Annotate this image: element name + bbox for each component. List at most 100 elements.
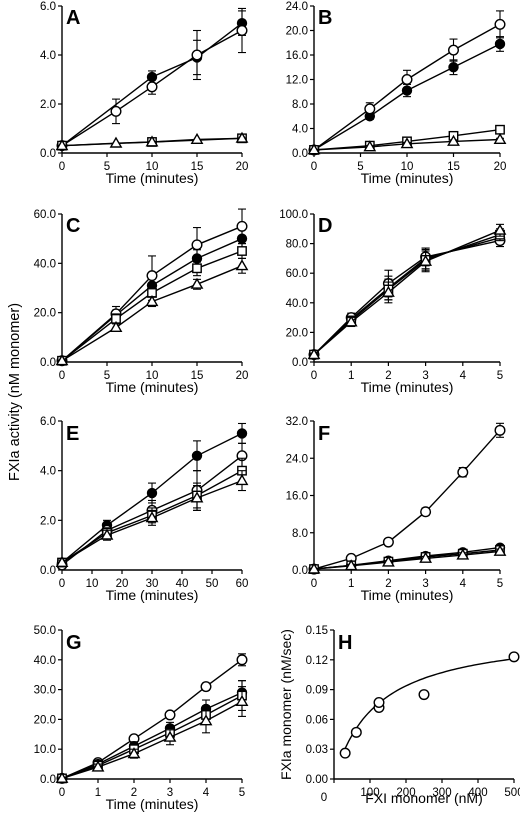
data-point [190,132,204,145]
x-tick-label: 15 [191,370,204,382]
data-point [146,487,158,499]
x-tick-label: 20 [236,370,249,382]
x-tick-label: 10 [146,370,159,382]
series-open-circle [56,7,248,152]
data-point [235,131,249,143]
data-point [495,124,505,135]
shared-y-axis-label: FXIa activity (nM monomer) [7,303,23,481]
fit-curve [342,658,515,754]
data-point [235,474,249,486]
panel-label: B [318,7,332,29]
y-tick-label: 0.03 [306,744,328,756]
data-point [55,139,69,151]
series-line [313,234,501,356]
x-tick-label: 50 [206,578,219,590]
y-tick-label: 0.12 [306,655,328,667]
series-open-triangle [55,257,249,366]
data-point [419,254,433,266]
data-point [401,73,413,85]
x-tick-label: 300 [432,787,451,799]
panel-c: 0.0 20.0 40.0 60.0 0 5 10 15 20 Time (minutes) C [34,208,249,395]
series-open-triangle [307,223,507,360]
data-point [448,62,459,73]
x-axis-label: FXI monomer (nM) [365,790,482,806]
y-tick-label: 0.0 [40,148,56,160]
data-point [199,714,213,726]
series-filled-circle [308,36,506,156]
x-tick-label: 5 [104,370,110,382]
y-tick-label: 12.0 [286,75,308,87]
x-tick-label: 4 [203,787,210,799]
y-tick-label: 4.0 [40,466,56,478]
data-point [55,555,69,567]
data-point [382,536,394,548]
y-tick-label: 4.0 [40,50,56,62]
y-tick-label: 60.0 [286,268,308,280]
x-tick-label: 5 [239,787,245,799]
data-point [191,239,203,251]
data-point [307,348,321,360]
panel-h: 0.00 0.03 0.06 0.09 0.12 0.15 0 100 200 300 400 500… [278,625,520,806]
data-point [109,320,123,332]
y-tick-label: 20.0 [286,327,308,339]
data-point [494,424,506,436]
y-tick-label: 40.0 [286,298,308,310]
x-tick-label: 15 [447,161,460,173]
data-point [419,551,433,563]
data-point [363,140,377,152]
y-tick-label: 16.0 [286,50,308,62]
x-tick-label: 5 [104,161,110,173]
x-tick-label: 3 [422,578,428,590]
y-tick-label: 0.0 [40,774,56,786]
series-line [61,659,243,780]
y-tick-label: 0.15 [306,625,328,637]
panel-label: H [338,632,352,654]
series-filled-circle [308,542,506,575]
data-point [350,726,362,738]
data-point [236,25,248,37]
series-line [61,694,243,780]
x-tick-label: 0 [311,578,317,590]
data-point [236,654,248,666]
series-open-triangle [55,131,249,151]
data-point [307,562,321,574]
data-point [191,450,203,461]
y-tick-label: 4.0 [292,124,308,136]
x-tick-label: 10 [86,578,99,590]
data-point [381,555,395,567]
y-tick-label: 32.0 [286,416,308,428]
data-point [493,132,507,145]
y-tick-label: 0.0 [292,357,308,369]
y-axis-label: FXIa monomer (nM/sec) [278,629,294,780]
data-point [307,143,321,155]
data-point [145,511,159,523]
panel-label: F [318,423,330,445]
data-point [191,49,203,61]
x-axis-label: Time (minutes) [361,170,454,186]
x-tick-label: 2 [385,370,391,382]
data-point [163,730,177,742]
x-tick-label: 0 [311,161,317,173]
y-tick-label: 0.09 [306,685,328,697]
x-tick-label: 2 [131,787,137,799]
x-tick-label: 400 [468,787,487,799]
x-tick-label: 0 [59,787,65,799]
y-tick-label: 60.0 [34,209,56,221]
data-point [190,277,204,289]
x-tick-label: 100 [360,787,379,799]
x-axis-label: Time (minutes) [106,587,199,603]
panel-label: D [318,215,332,237]
y-tick-label: 16.0 [286,491,308,503]
data-point [190,491,204,503]
data-point [344,559,358,571]
panel-g: 0.0 10.0 20.0 30.0 40.0 50.0 0 1 2 3 4 5 Time (minut… [34,625,249,812]
x-axis-label: Time (minutes) [361,587,454,603]
y-tick-label: 8.0 [292,528,308,540]
panel-f: 0.0 8.0 16.0 24.0 32.0 0 1 2 3 4 5 Time (minutes) F [286,416,507,603]
series-open-circle [308,234,506,361]
data-point [192,263,202,274]
x-tick-label: 15 [191,161,204,173]
data-point [110,105,122,117]
data-point [400,137,414,149]
